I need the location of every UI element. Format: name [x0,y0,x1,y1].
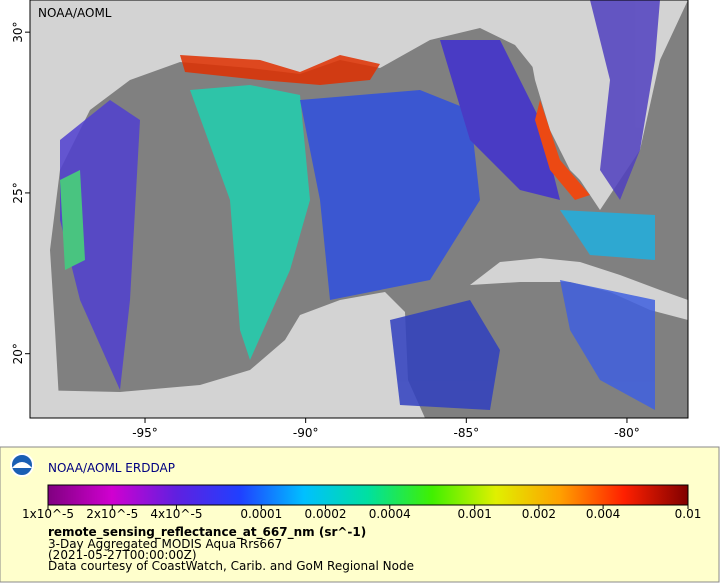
noaa-logo-bird [12,462,32,468]
colorbar-tick-label: 1x10^-5 [22,507,74,521]
info-line: Data courtesy of CoastWatch, Carib. and … [48,559,414,573]
data-swaths [60,0,660,410]
map-label: NOAA/AOML [38,6,112,20]
colorbar-tick-label: 0.01 [675,507,702,521]
x-tick-label: -90° [293,426,319,440]
colorbar-tick-label: 0.001 [457,507,491,521]
colorbar-tick-label: 0.002 [522,507,556,521]
cuba [470,258,688,320]
legend-panel [0,446,720,583]
y-tick-label: 30° [11,22,25,43]
colorbar-tick-label: 0.004 [586,507,620,521]
variable-name: remote_sensing_reflectance_at_667_nm (sr… [48,525,366,540]
colorbar-tick-label: 0.0001 [240,507,282,521]
colorbar-tick-label: 0.0004 [369,507,411,521]
colorbar-tick-label: 0.0002 [305,507,347,521]
y-tick-label: 20° [11,343,25,364]
x-tick-label: -80° [614,426,640,440]
colorbar [47,484,689,506]
map-frame [29,0,689,419]
x-tick-label: -95° [132,426,158,440]
legend-title: NOAA/AOML ERDDAP [48,461,175,475]
info-line: 3-Day Aggregated MODIS Aqua Rrs667 [48,537,282,551]
map [30,0,688,418]
y-tick-label: 25° [11,182,25,203]
yucatan [30,292,425,418]
colorbar-tick-label: 4x10^-5 [150,507,202,521]
x-tick-label: -85° [454,426,480,440]
colorbar-tick-label: 2x10^-5 [86,507,138,521]
info-line: (2021-05-27T00:00:00Z) [48,548,197,562]
